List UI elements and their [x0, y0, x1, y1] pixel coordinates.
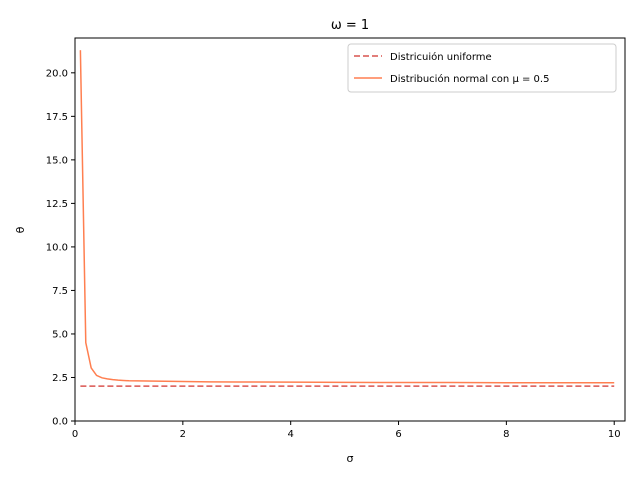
y-tick-label: 17.5 — [46, 112, 68, 123]
x-tick-label: 8 — [503, 429, 509, 440]
x-tick-label: 4 — [287, 429, 293, 440]
y-tick-label: 15.0 — [46, 155, 68, 166]
y-tick-label: 2.5 — [52, 373, 68, 384]
chart-title: ω = 1 — [331, 18, 369, 33]
legend-box — [347, 43, 617, 93]
y-tick-label: 12.5 — [46, 199, 68, 210]
y-axis: 0.0 2.5 5.0 7.5 10.0 12.5 15.0 17.5 20.0 — [46, 68, 75, 428]
y-tick-label: 5.0 — [52, 329, 68, 340]
y-tick-label: 7.5 — [52, 286, 68, 297]
legend-label: Distribución normal con μ = 0.5 — [390, 73, 549, 85]
legend-label: Districuión uniforme — [390, 51, 492, 63]
x-tick-label: 2 — [180, 429, 186, 440]
axes-frame — [74, 37, 626, 422]
y-tick-label: 0.0 — [52, 417, 68, 428]
plot-area — [79, 50, 615, 387]
series-line-2 — [79, 50, 615, 384]
legend: Districuión uniforme Distribución normal … — [347, 43, 617, 93]
y-tick-label: 10.0 — [46, 242, 68, 253]
x-axis: 0 2 4 6 8 10 — [72, 421, 621, 440]
x-tick-label: 10 — [608, 429, 621, 440]
x-tick-label: 0 — [72, 429, 78, 440]
y-tick-label: 20.0 — [46, 68, 68, 79]
y-axis-label: θ — [14, 226, 27, 233]
x-axis-label: σ — [347, 452, 354, 465]
x-tick-label: 6 — [395, 429, 401, 440]
